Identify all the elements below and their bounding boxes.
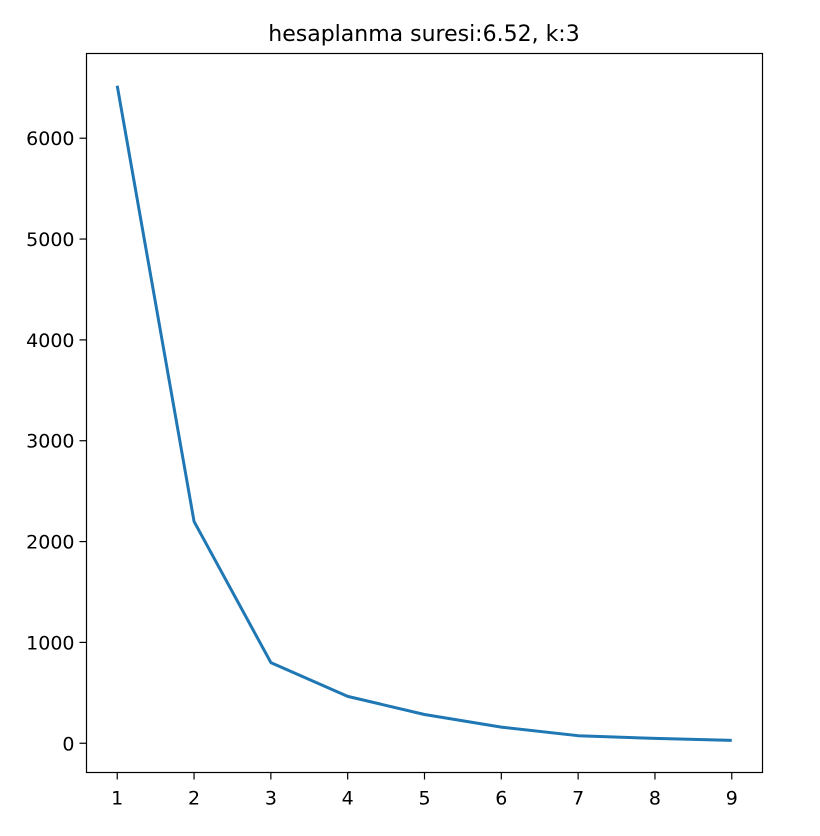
y-tick-label: 6000 [26, 128, 74, 150]
x-tick-label: 3 [265, 788, 277, 810]
x-tick-label: 4 [342, 788, 354, 810]
x-tick-label: 6 [495, 788, 507, 810]
y-tick-label: 1000 [26, 632, 74, 654]
x-tick-label: 9 [726, 788, 738, 810]
x-tick-label: 8 [649, 788, 661, 810]
y-tick-label: 4000 [26, 330, 74, 352]
y-tick-label: 2000 [26, 532, 74, 554]
x-tick-label: 2 [188, 788, 200, 810]
x-tick-label: 1 [111, 788, 123, 810]
x-tick-label: 5 [418, 788, 430, 810]
y-tick-label: 0 [62, 733, 74, 755]
plot-area [115, 85, 732, 742]
x-tick-label: 7 [572, 788, 584, 810]
y-tick-label: 3000 [26, 431, 74, 453]
chart-title: hesaplanma suresi:6.52, k:3 [268, 22, 579, 47]
plot-frame [85, 52, 764, 774]
axes: 1 2 3 4 5 6 7 8 9 0 1000 2000 3000 4000 5000 6000 [26, 128, 738, 809]
series-line [115, 85, 732, 742]
y-tick-label: 5000 [26, 229, 74, 251]
